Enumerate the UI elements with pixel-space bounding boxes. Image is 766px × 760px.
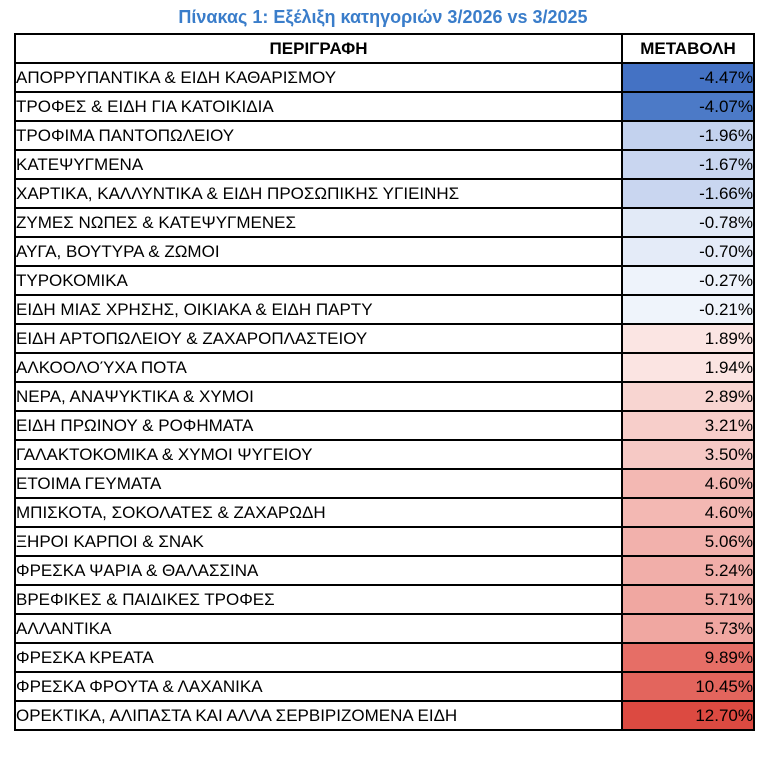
change-cell: 5.71% [621, 584, 755, 615]
table-row: ΦΡΕΣΚΑ ΚΡΕΑΤΑ 9.89% [14, 642, 755, 673]
category-cell: ΕΙΔΗ ΜΙΑΣ ΧΡΗΣΗΣ, ΟΙΚΙΑΚΑ & ΕΙΔΗ ΠΑΡΤΥ [14, 294, 623, 325]
change-cell: -1.66% [621, 178, 755, 209]
category-cell: ΕΙΔΗ ΠΡΩΙΝΟΥ & ΡΟΦΗΜΑΤΑ [14, 410, 623, 441]
category-cell: ΑΛΛΑΝΤΙΚΑ [14, 613, 623, 644]
table-row: ΕΙΔΗ ΑΡΤΟΠΩΛΕΙΟΥ & ΖΑΧΑΡΟΠΛΑΣΤΕΙΟΥ 1.89% [14, 323, 755, 354]
category-cell: ΦΡΕΣΚΑ ΨΑΡΙΑ & ΘΑΛΑΣΣΙΝΑ [14, 555, 623, 586]
category-cell: ΦΡΕΣΚΑ ΦΡΟΥΤΑ & ΛΑΧΑΝΙΚΑ [14, 671, 623, 702]
table-row: ΒΡΕΦΙΚΕΣ & ΠΑΙΔΙΚΕΣ ΤΡΟΦΕΣ 5.71% [14, 584, 755, 615]
category-cell: ΑΛΚΟΟΛΟΎΧΑ ΠΟΤΑ [14, 352, 623, 383]
table-row: ΟΡΕΚΤΙΚΑ, ΑΛΙΠΑΣΤΑ ΚΑΙ ΑΛΛΑ ΣΕΡΒΙΡΙΖΟΜΕΝ… [14, 700, 755, 731]
table-row: ΓΑΛΑΚΤΟΚΟΜΙΚΑ & ΧΥΜΟΙ ΨΥΓΕΙΟΥ 3.50% [14, 439, 755, 470]
change-cell: 2.89% [621, 381, 755, 412]
table-row: ΦΡΕΣΚΑ ΦΡΟΥΤΑ & ΛΑΧΑΝΙΚΑ 10.45% [14, 671, 755, 702]
category-cell: ΕΤΟΙΜΑ ΓΕΥΜΑΤΑ [14, 468, 623, 499]
change-cell: 5.24% [621, 555, 755, 586]
table-row: ΕΙΔΗ ΜΙΑΣ ΧΡΗΣΗΣ, ΟΙΚΙΑΚΑ & ΕΙΔΗ ΠΑΡΤΥ -… [14, 294, 755, 325]
table-row: ΕΤΟΙΜΑ ΓΕΥΜΑΤΑ 4.60% [14, 468, 755, 499]
change-cell: -4.07% [621, 91, 755, 122]
change-cell: 1.94% [621, 352, 755, 383]
category-cell: ΤΡΟΦΙΜΑ ΠΑΝΤΟΠΩΛΕΙΟΥ [14, 120, 623, 151]
change-cell: 12.70% [621, 700, 755, 731]
table-header: ΠΕΡΙΓΡΑΦΗ ΜΕΤΑΒΟΛΗ [14, 33, 755, 64]
category-cell: ΟΡΕΚΤΙΚΑ, ΑΛΙΠΑΣΤΑ ΚΑΙ ΑΛΛΑ ΣΕΡΒΙΡΙΖΟΜΕΝ… [14, 700, 623, 731]
table-row: ΤΥΡΟΚΟΜΙΚΑ -0.27% [14, 265, 755, 296]
table-row: ΑΠΟΡΡΥΠΑΝΤΙΚΑ & ΕΙΔΗ ΚΑΘΑΡΙΣΜΟΥ -4.47% [14, 62, 755, 93]
change-cell: 5.06% [621, 526, 755, 557]
header-row: ΠΕΡΙΓΡΑΦΗ ΜΕΤΑΒΟΛΗ [14, 33, 755, 64]
category-cell: ΖΥΜΕΣ ΝΩΠΕΣ & ΚΑΤΕΨΥΓΜΕΝΕΣ [14, 207, 623, 238]
category-cell: ΤΥΡΟΚΟΜΙΚΑ [14, 265, 623, 296]
change-cell: -4.47% [621, 62, 755, 93]
table-row: ΜΠΙΣΚΟΤΑ, ΣΟΚΟΛΑΤΕΣ & ΖΑΧΑΡΩΔΗ 4.60% [14, 497, 755, 528]
table-row: ΧΑΡΤΙΚΑ, ΚΑΛΛΥΝΤΙΚΑ & ΕΙΔΗ ΠΡΟΣΩΠΙΚΗΣ ΥΓ… [14, 178, 755, 209]
category-cell: ΞΗΡΟΙ ΚΑΡΠΟΙ & ΣΝΑΚ [14, 526, 623, 557]
change-cell: 3.21% [621, 410, 755, 441]
table-row: ΝΕΡΑ, ΑΝΑΨΥΚΤΙΚΑ & ΧΥΜΟΙ 2.89% [14, 381, 755, 412]
category-cell: ΜΠΙΣΚΟΤΑ, ΣΟΚΟΛΑΤΕΣ & ΖΑΧΑΡΩΔΗ [14, 497, 623, 528]
table-row: ΦΡΕΣΚΑ ΨΑΡΙΑ & ΘΑΛΑΣΣΙΝΑ 5.24% [14, 555, 755, 586]
table-row: ΑΥΓΑ, ΒΟΥΤΥΡΑ & ΖΩΜΟΙ -0.70% [14, 236, 755, 267]
category-cell: ΚΑΤΕΨΥΓΜΕΝΑ [14, 149, 623, 180]
table-row: ΞΗΡΟΙ ΚΑΡΠΟΙ & ΣΝΑΚ 5.06% [14, 526, 755, 557]
table-row: ΕΙΔΗ ΠΡΩΙΝΟΥ & ΡΟΦΗΜΑΤΑ 3.21% [14, 410, 755, 441]
table-row: ΤΡΟΦΕΣ & ΕΙΔΗ ΓΙΑ ΚΑΤΟΙΚΙΔΙΑ -4.07% [14, 91, 755, 122]
category-cell: ΕΙΔΗ ΑΡΤΟΠΩΛΕΙΟΥ & ΖΑΧΑΡΟΠΛΑΣΤΕΙΟΥ [14, 323, 623, 354]
change-cell: 4.60% [621, 468, 755, 499]
table-row: ΚΑΤΕΨΥΓΜΕΝΑ -1.67% [14, 149, 755, 180]
change-cell: 4.60% [621, 497, 755, 528]
category-cell: ΒΡΕΦΙΚΕΣ & ΠΑΙΔΙΚΕΣ ΤΡΟΦΕΣ [14, 584, 623, 615]
change-cell: -0.70% [621, 236, 755, 267]
change-cell: -1.96% [621, 120, 755, 151]
change-cell: 1.89% [621, 323, 755, 354]
category-cell: ΝΕΡΑ, ΑΝΑΨΥΚΤΙΚΑ & ΧΥΜΟΙ [14, 381, 623, 412]
header-description: ΠΕΡΙΓΡΑΦΗ [14, 33, 623, 64]
header-change: ΜΕΤΑΒΟΛΗ [621, 33, 755, 64]
category-cell: ΑΥΓΑ, ΒΟΥΤΥΡΑ & ΖΩΜΟΙ [14, 236, 623, 267]
table-row: ΑΛΛΑΝΤΙΚΑ 5.73% [14, 613, 755, 644]
category-cell: ΧΑΡΤΙΚΑ, ΚΑΛΛΥΝΤΙΚΑ & ΕΙΔΗ ΠΡΟΣΩΠΙΚΗΣ ΥΓ… [14, 178, 623, 209]
category-cell: ΤΡΟΦΕΣ & ΕΙΔΗ ΓΙΑ ΚΑΤΟΙΚΙΔΙΑ [14, 91, 623, 122]
table-body: ΑΠΟΡΡΥΠΑΝΤΙΚΑ & ΕΙΔΗ ΚΑΘΑΡΙΣΜΟΥ -4.47% Τ… [14, 62, 755, 731]
category-cell: ΑΠΟΡΡΥΠΑΝΤΙΚΑ & ΕΙΔΗ ΚΑΘΑΡΙΣΜΟΥ [14, 62, 623, 93]
table-row: ΑΛΚΟΟΛΟΎΧΑ ΠΟΤΑ 1.94% [14, 352, 755, 383]
category-cell: ΓΑΛΑΚΤΟΚΟΜΙΚΑ & ΧΥΜΟΙ ΨΥΓΕΙΟΥ [14, 439, 623, 470]
change-cell: -0.27% [621, 265, 755, 296]
category-cell: ΦΡΕΣΚΑ ΚΡΕΑΤΑ [14, 642, 623, 673]
change-cell: 5.73% [621, 613, 755, 644]
page-title: Πίνακας 1: Εξέλιξη κατηγοριών 3/2026 vs … [178, 7, 588, 27]
table-row: ΖΥΜΕΣ ΝΩΠΕΣ & ΚΑΤΕΨΥΓΜΕΝΕΣ -0.78% [14, 207, 755, 238]
change-cell: -0.78% [621, 207, 755, 238]
category-change-table: ΠΕΡΙΓΡΑΦΗ ΜΕΤΑΒΟΛΗ ΑΠΟΡΡΥΠΑΝΤΙΚΑ & ΕΙΔΗ … [14, 33, 755, 731]
change-cell: 3.50% [621, 439, 755, 470]
change-cell: 9.89% [621, 642, 755, 673]
table-row: ΤΡΟΦΙΜΑ ΠΑΝΤΟΠΩΛΕΙΟΥ -1.96% [14, 120, 755, 151]
change-cell: -1.67% [621, 149, 755, 180]
change-cell: -0.21% [621, 294, 755, 325]
change-cell: 10.45% [621, 671, 755, 702]
